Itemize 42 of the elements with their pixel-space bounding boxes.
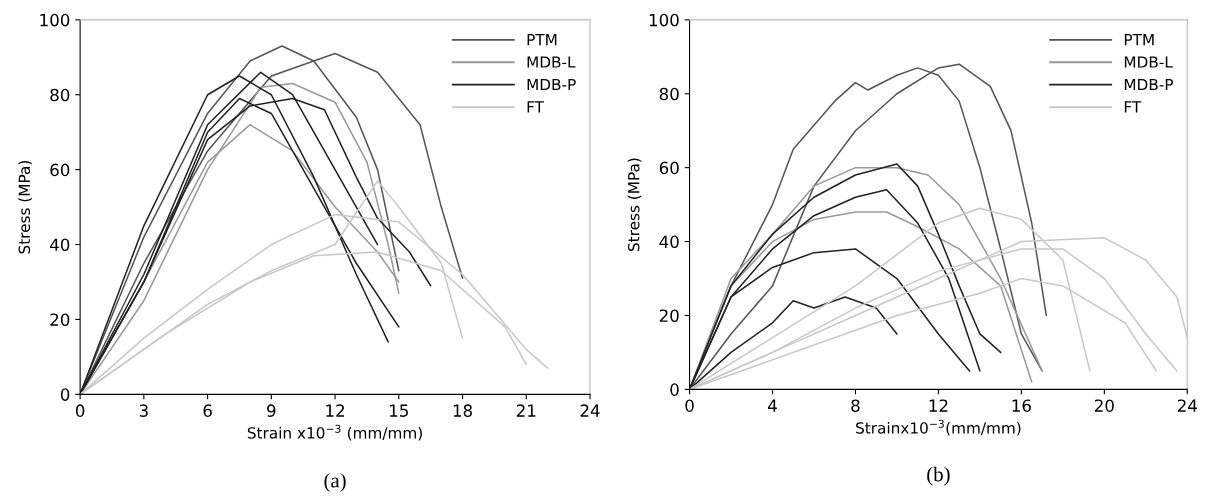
x-tick-label: 12 — [929, 399, 948, 412]
x-tick-label: 15 — [390, 404, 408, 417]
x-tick-label: 9 — [267, 404, 276, 417]
x-tick-label: 24 — [1177, 399, 1197, 412]
y-tick-label: 80 — [50, 88, 70, 102]
x-tick-label: 18 — [453, 404, 472, 417]
y-tick-label: 40 — [50, 238, 70, 252]
legend-label: FT — [527, 101, 544, 113]
x-tick-label: 21 — [516, 404, 536, 417]
x-axis-title: Strainx10$^{−3}$(mm/mm) — [856, 419, 1021, 436]
y-axis-title: Stress (MPa) — [627, 158, 642, 251]
x-tick-label: 20 — [1094, 399, 1114, 412]
legend-label: PTM — [527, 34, 557, 46]
legend-label: MDB-L — [527, 56, 576, 68]
legend-label: PTM — [1124, 34, 1154, 46]
x-tick-label: 0 — [75, 404, 85, 417]
y-tick-label: 60 — [50, 163, 70, 177]
legend-label: MDB-L — [1124, 56, 1173, 68]
text: (b) — [927, 466, 950, 486]
x-tick-label: 12 — [326, 404, 344, 417]
y-tick-label: 0 — [60, 388, 70, 401]
x-tick-label: 24 — [580, 404, 600, 417]
x-tick-label: 8 — [851, 399, 860, 412]
x-tick-label: 6 — [203, 404, 212, 417]
y-tick-label: 80 — [659, 87, 679, 101]
y-tick-label: 20 — [50, 313, 70, 326]
y-tick-label: 100 — [649, 13, 679, 27]
y-tick-label: 100 — [40, 13, 70, 27]
x-tick-label: 16 — [1012, 399, 1031, 412]
legend-label: FT — [1124, 101, 1142, 113]
text: (a) — [324, 472, 346, 492]
y-tick-label: 60 — [659, 161, 679, 175]
x-tick-label: 4 — [768, 399, 777, 412]
x-tick-label: 3 — [139, 404, 148, 417]
x-tick-label: 0 — [685, 399, 694, 412]
legend-label: MDB-P — [1124, 78, 1174, 91]
legend-label: MDB-P — [527, 78, 576, 91]
x-axis-title: Strain x10$^{−3}$ (mm/mm) — [247, 424, 422, 441]
y-tick-label: 40 — [659, 235, 679, 249]
y-axis-title: Stress (MPa) — [18, 161, 32, 254]
y-tick-label: 0 — [670, 383, 679, 396]
y-tick-label: 20 — [659, 309, 679, 323]
